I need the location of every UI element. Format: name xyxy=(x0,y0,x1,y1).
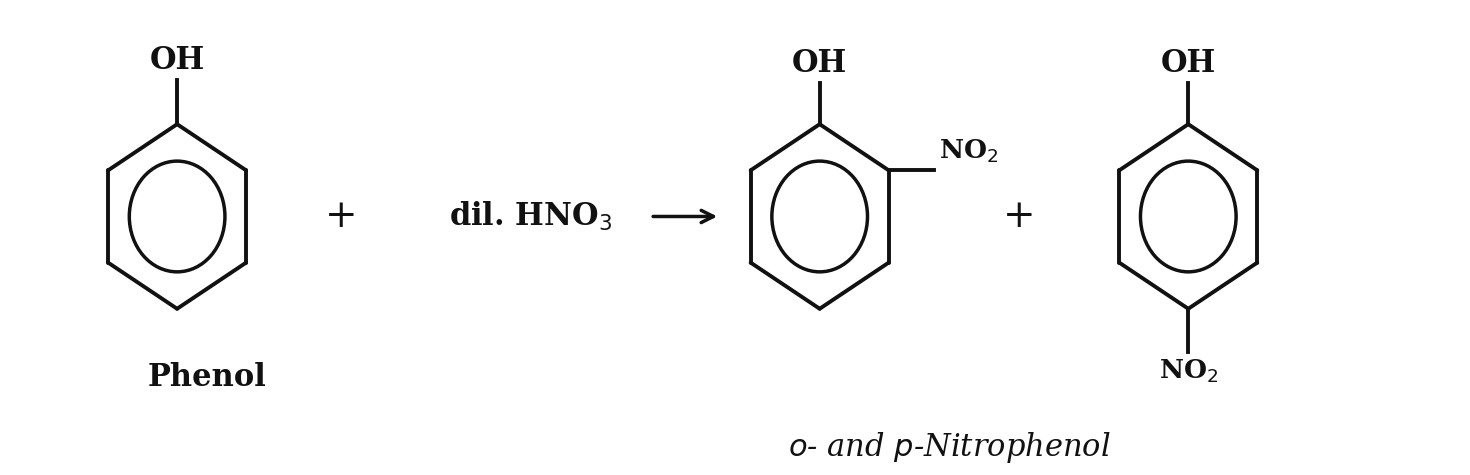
Text: NO$_2$: NO$_2$ xyxy=(1158,357,1219,385)
Text: dil. HNO$_3$: dil. HNO$_3$ xyxy=(450,200,613,233)
Text: OH: OH xyxy=(1161,48,1216,78)
Text: +: + xyxy=(1003,198,1035,235)
Text: $\it{o}$- and $\it{p}$-Nitrophenol: $\it{o}$- and $\it{p}$-Nitrophenol xyxy=(788,430,1110,465)
Text: NO$_2$: NO$_2$ xyxy=(938,138,998,165)
Text: +: + xyxy=(325,198,357,235)
Text: Phenol: Phenol xyxy=(147,362,266,393)
Text: OH: OH xyxy=(792,48,847,78)
Text: OH: OH xyxy=(150,45,204,76)
